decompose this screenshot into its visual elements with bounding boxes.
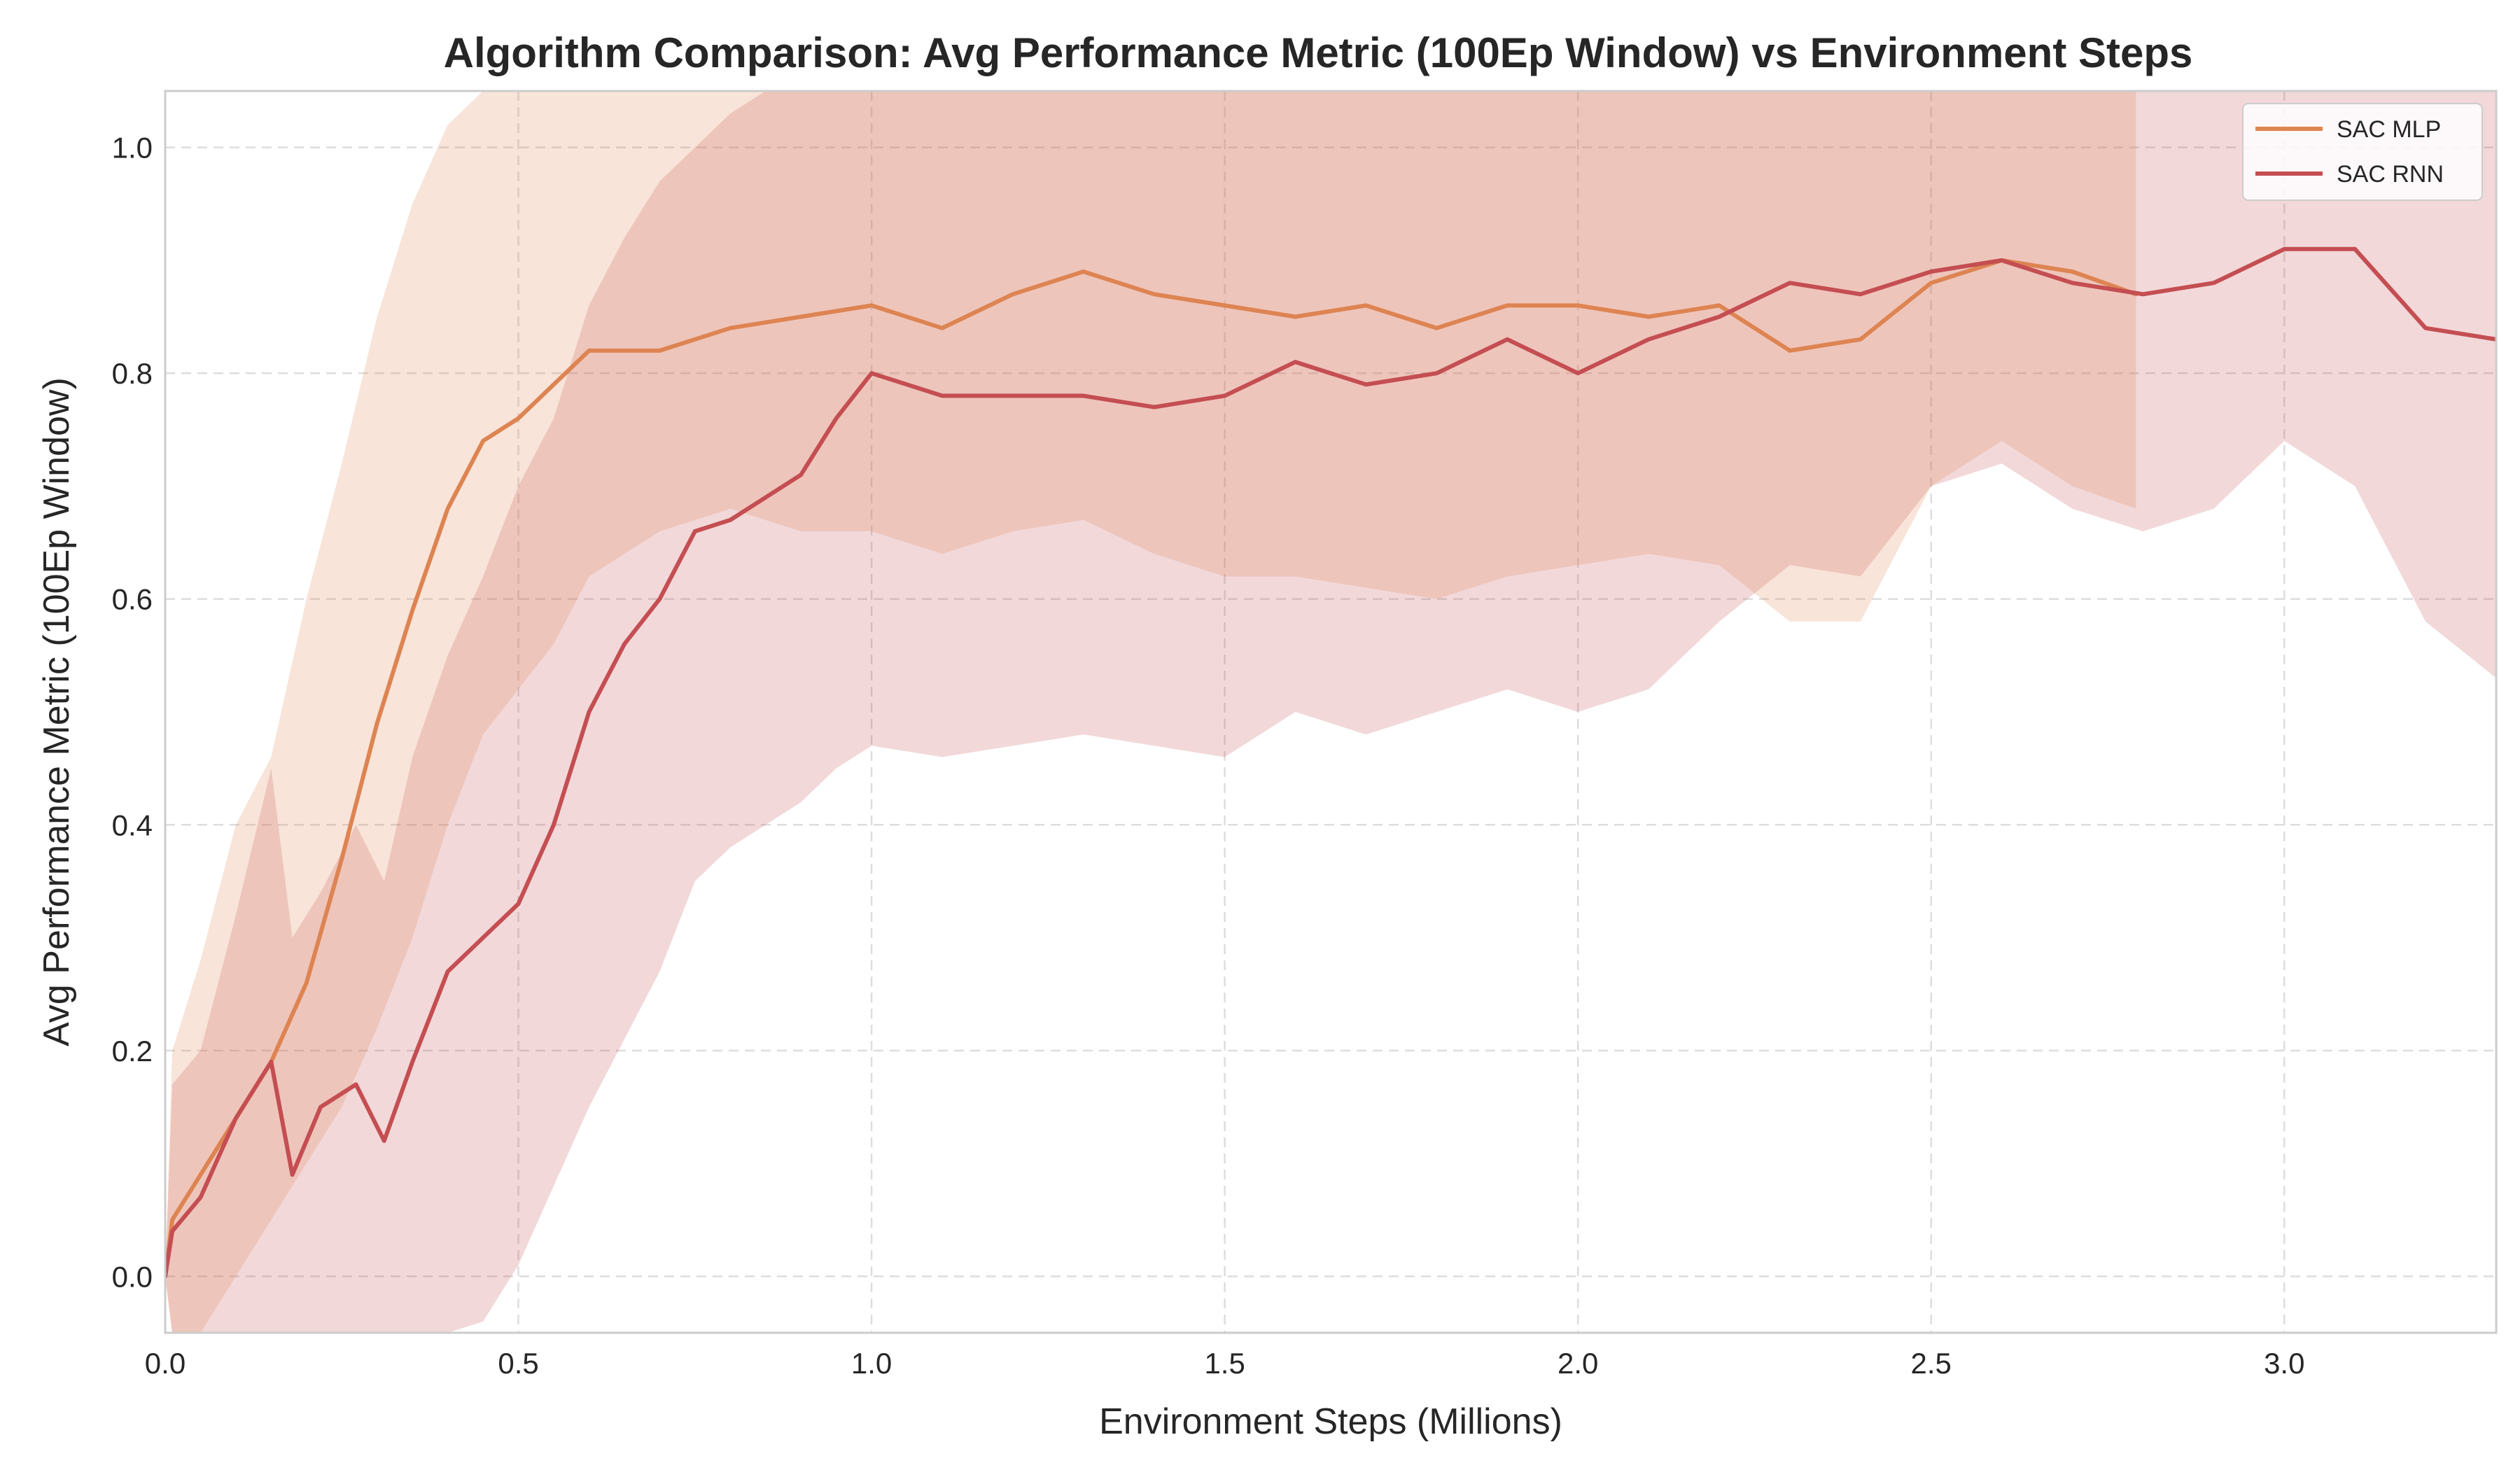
y-tick-label: 1.0 [112,132,153,164]
grid [164,91,2496,1333]
y-axis-label: Avg Performance Metric (100Ep Window) [36,377,77,1046]
y-tick-label: 0.0 [112,1260,153,1293]
y-tick-label: 0.8 [112,357,153,390]
x-tick-label: 0.0 [145,1347,186,1380]
series-lines [165,246,2496,1279]
x-tick-labels: 0.0 0.5 1.0 1.5 2.0 2.5 3.0 [145,1347,2305,1380]
chart-title: Algorithm Comparison: Avg Performance Me… [444,29,2193,76]
legend: SAC MLP SAC RNN [2242,103,2483,201]
x-tick-label: 1.0 [851,1347,892,1380]
x-tick-label: 0.5 [498,1347,538,1380]
y-tick-label: 0.6 [112,583,153,616]
band-sac-mlp [165,91,2136,1333]
x-tick-label: 2.0 [1558,1347,1598,1380]
plot-frame [164,90,2498,1334]
legend-label-sac-mlp: SAC MLP [2337,116,2441,143]
legend-label-sac-rnn: SAC RNN [2337,161,2444,188]
band-sac-rnn [165,91,2496,1333]
line-sac-rnn [165,246,2496,1279]
x-tick-label: 1.5 [1204,1347,1245,1380]
x-tick-label: 2.5 [1911,1347,1952,1380]
y-tick-label: 0.4 [112,808,153,841]
x-tick-label: 3.0 [2264,1347,2304,1380]
y-tick-label: 0.2 [112,1035,153,1068]
confidence-bands [165,91,2496,1333]
y-tick-labels: 0.0 0.2 0.4 0.6 0.8 1.0 [112,132,153,1294]
x-axis-label: Environment Steps (Millions) [1099,1401,1562,1442]
